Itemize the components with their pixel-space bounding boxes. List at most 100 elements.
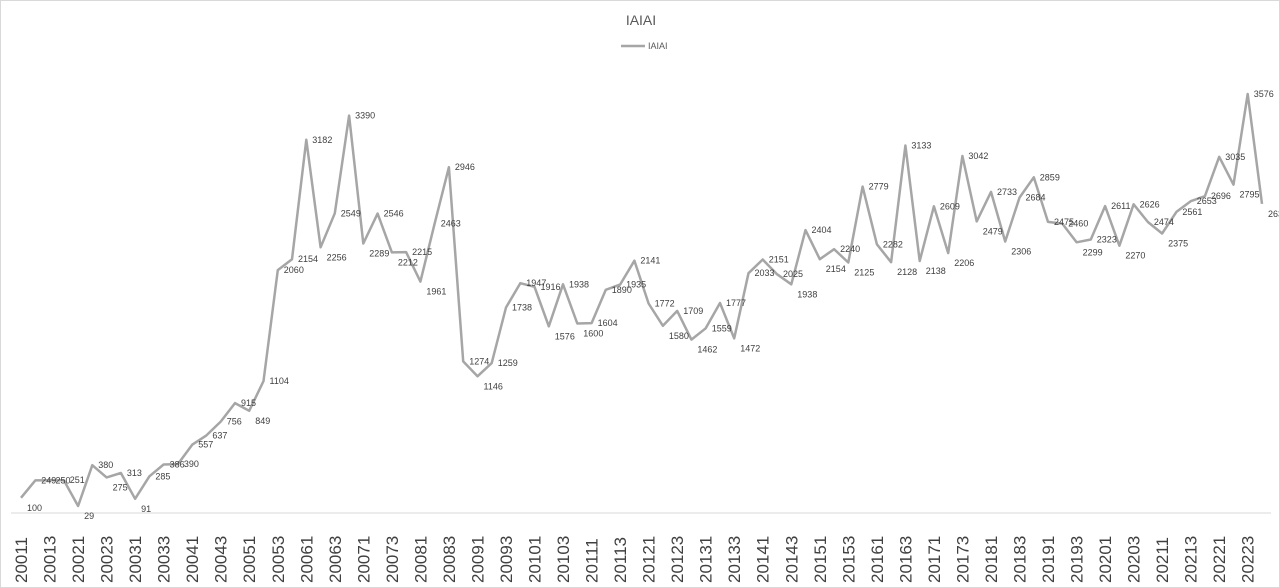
x-tick-label: 20011 xyxy=(12,537,31,583)
data-label: 2323 xyxy=(1097,235,1117,245)
x-tick-label: 20073 xyxy=(383,536,402,583)
x-tick-label: 20173 xyxy=(953,536,972,583)
data-label: 3576 xyxy=(1254,89,1274,99)
x-tick-label: 20211 xyxy=(1153,537,1172,583)
data-label: 2546 xyxy=(384,209,404,219)
data-label: 2154 xyxy=(826,264,846,274)
x-tick-label: 20033 xyxy=(155,536,174,583)
data-label: 285 xyxy=(155,471,170,481)
data-label: 249 xyxy=(41,475,56,485)
data-label: 1709 xyxy=(683,306,703,316)
data-label: 2212 xyxy=(398,257,418,267)
data-label: 2626 xyxy=(1140,199,1160,209)
data-label: 2033 xyxy=(755,268,775,278)
data-label: 390 xyxy=(184,459,199,469)
x-tick-label: 20091 xyxy=(469,536,488,583)
data-label: 2404 xyxy=(812,225,832,235)
x-tick-label: 20183 xyxy=(1011,536,1030,583)
data-label: 2696 xyxy=(1211,191,1231,201)
data-label: 2138 xyxy=(926,266,946,276)
data-label: 2684 xyxy=(1026,193,1046,203)
data-label: 2479 xyxy=(983,226,1003,236)
data-label: 3390 xyxy=(355,111,375,121)
x-tick-label: 20171 xyxy=(925,536,944,583)
data-label: 380 xyxy=(98,460,113,470)
x-tick-label: 20143 xyxy=(782,536,801,583)
x-tick-label: 20131 xyxy=(697,536,716,583)
data-label: 1938 xyxy=(797,289,817,299)
data-label: 2299 xyxy=(1083,247,1103,257)
data-label: 1576 xyxy=(555,331,575,341)
data-label: 2733 xyxy=(997,187,1017,197)
data-label: 1738 xyxy=(512,303,532,313)
data-label: 915 xyxy=(241,398,256,408)
data-label: 1947 xyxy=(526,278,546,288)
data-label: 849 xyxy=(255,416,270,426)
data-label: 2653 xyxy=(1197,196,1217,206)
data-label: 1938 xyxy=(569,279,589,289)
data-label: 637 xyxy=(212,430,227,440)
data-label: 2460 xyxy=(1068,219,1088,229)
x-tick-label: 20043 xyxy=(212,536,231,583)
legend: IAIAI xyxy=(621,41,668,51)
data-label: 2256 xyxy=(327,252,347,262)
data-label: 2474 xyxy=(1154,217,1174,227)
data-label: 2270 xyxy=(1125,251,1145,261)
x-tick-label: 20141 xyxy=(754,536,773,583)
data-label: 2609 xyxy=(940,201,960,211)
x-tick-label: 20111 xyxy=(583,538,602,583)
data-label: 2025 xyxy=(783,269,803,279)
data-label: 275 xyxy=(113,482,128,492)
data-label: 756 xyxy=(227,417,242,427)
data-label: 1600 xyxy=(583,329,603,339)
x-tick-label: 20113 xyxy=(611,537,630,583)
data-label: 313 xyxy=(127,468,142,478)
data-label: 2125 xyxy=(854,268,874,278)
x-tick-label: 20223 xyxy=(1239,536,1258,583)
x-tick-label: 20203 xyxy=(1125,536,1144,583)
data-label: 1961 xyxy=(426,287,446,297)
data-label: 3042 xyxy=(968,151,988,161)
data-label: 251 xyxy=(70,475,85,485)
data-label: 100 xyxy=(27,503,42,513)
x-tick-label: 20083 xyxy=(440,536,459,583)
x-tick-label: 20193 xyxy=(1068,536,1087,583)
data-label: 2141 xyxy=(640,256,660,266)
x-tick-label: 20023 xyxy=(98,536,117,583)
data-label: 2475 xyxy=(1054,217,1074,227)
data-label: 2463 xyxy=(441,218,461,228)
data-label: 1916 xyxy=(541,282,561,292)
data-label: 2561 xyxy=(1182,207,1202,217)
data-label: 2154 xyxy=(298,254,318,264)
x-tick-label: 20021 xyxy=(69,536,88,583)
x-tick-label: 20051 xyxy=(240,536,259,583)
data-label: 1146 xyxy=(484,381,503,391)
x-tick-label: 20063 xyxy=(326,536,345,583)
x-tick-label: 20133 xyxy=(725,536,744,583)
data-label: 557 xyxy=(198,440,213,450)
data-label: 2151 xyxy=(769,255,789,265)
series-line-iaiai xyxy=(20,92,1264,508)
data-label: 1472 xyxy=(740,343,760,353)
data-label: 2282 xyxy=(883,239,903,249)
x-tick-label: 20101 xyxy=(526,536,545,583)
chart-title: IAIAI xyxy=(626,12,656,28)
x-tick-label: 20201 xyxy=(1096,536,1115,583)
data-label: 1259 xyxy=(498,358,518,368)
x-tick-label: 20053 xyxy=(269,536,288,583)
x-tick-label: 20123 xyxy=(668,536,687,583)
data-label: 2240 xyxy=(840,244,860,254)
data-label: 386 xyxy=(170,460,185,470)
data-label: 2215 xyxy=(412,247,432,257)
x-tick-label: 20093 xyxy=(497,536,516,583)
data-label: 2946 xyxy=(455,162,475,172)
x-tick-label: 20161 xyxy=(868,536,887,583)
data-label: 2779 xyxy=(869,182,889,192)
data-label: 2128 xyxy=(897,267,917,277)
data-label: 2859 xyxy=(1040,172,1060,182)
legend-label: IAIAI xyxy=(648,41,668,51)
data-label: 1104 xyxy=(270,376,289,386)
data-label: 2611 xyxy=(1111,201,1130,211)
